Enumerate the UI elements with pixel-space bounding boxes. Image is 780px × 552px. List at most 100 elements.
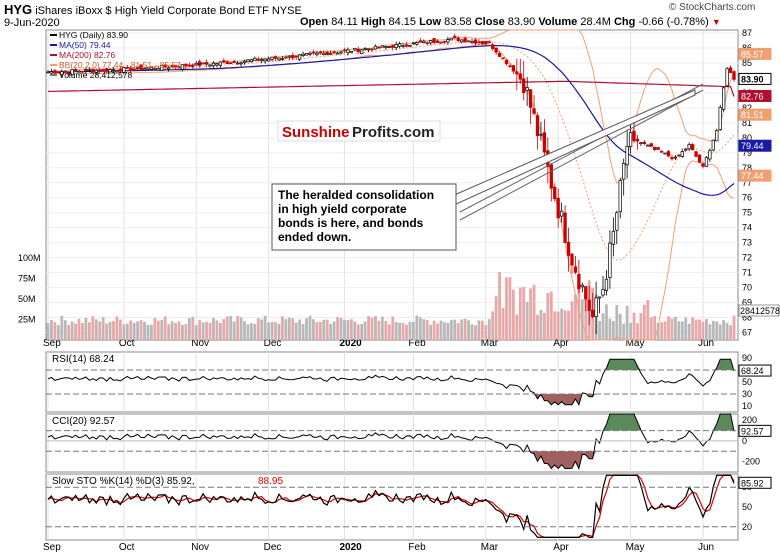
candle-body — [566, 241, 571, 256]
y-tick-label: 73 — [742, 238, 752, 248]
volume-bar — [249, 323, 253, 340]
y-tick-label: 87 — [742, 28, 752, 38]
price-tag-label: 79.44 — [741, 141, 764, 151]
channel-line-lower — [459, 89, 704, 221]
candle-body — [425, 42, 429, 45]
volume-bar — [67, 324, 71, 340]
volume-bar — [698, 319, 701, 340]
candle-body — [446, 39, 450, 43]
volume-bar — [543, 312, 546, 340]
volume-bar — [291, 318, 295, 340]
candle-body — [525, 87, 529, 92]
candle-body — [615, 212, 619, 231]
candle-body — [601, 289, 605, 296]
volume-bar — [336, 317, 339, 340]
volume-tick-label: 50M — [18, 294, 36, 304]
candle-body — [732, 71, 736, 80]
rsi-value-tag: 68.24 — [741, 366, 764, 376]
x-tick-label: Sep — [43, 542, 61, 552]
candle-body — [442, 40, 447, 43]
volume-bar — [491, 311, 495, 340]
candle-body — [46, 71, 50, 74]
candle-body — [418, 40, 422, 43]
volume-bar — [270, 321, 274, 340]
cci-overbought-fill — [48, 414, 734, 431]
volume-bar — [515, 314, 519, 340]
candle-body — [256, 59, 260, 61]
volume-bar — [201, 322, 205, 340]
volume-bar — [539, 309, 543, 340]
candle-body — [153, 67, 157, 70]
candle-body — [532, 108, 536, 114]
volume-bar — [574, 294, 577, 340]
y-tick-label: 70 — [742, 283, 752, 293]
legend-price: HYG (Daily) 83.90 — [59, 30, 128, 40]
volume-bar — [525, 301, 529, 340]
volume-bar — [480, 320, 484, 340]
volume-bar — [642, 304, 646, 340]
volume-bar — [391, 316, 395, 340]
candle-body — [198, 61, 202, 66]
sto-label: Slow STO %K(14) %D(3) 85.92, — [52, 476, 195, 487]
candle-body — [725, 68, 729, 87]
volume-bar — [177, 321, 181, 340]
candle-body — [118, 68, 123, 72]
candle-body — [94, 69, 98, 74]
price-tag-box — [738, 139, 772, 152]
candle-body — [177, 66, 181, 69]
candle-body — [384, 46, 388, 48]
sto-d-value: 88.95 — [258, 476, 283, 487]
candle-body — [580, 284, 584, 288]
candle-body — [242, 60, 247, 63]
candle-body — [501, 57, 505, 60]
volume-bar — [618, 313, 622, 340]
volume-bar — [208, 322, 212, 340]
volume-bar — [405, 324, 408, 340]
volume-bar — [380, 316, 384, 340]
candle-body — [391, 45, 395, 48]
volume-bar — [239, 317, 243, 340]
volume-bar — [112, 321, 115, 340]
x-tick-label: May — [626, 542, 645, 552]
volume-bar — [377, 320, 381, 340]
volume-tick-label: 75M — [18, 274, 36, 284]
price-tag-label: 83.90 — [741, 74, 764, 84]
volume-bar — [50, 320, 53, 340]
annotation-box — [271, 183, 457, 251]
candle-body — [211, 62, 216, 67]
price-tag-label: 85.57 — [741, 49, 764, 59]
candle-body — [332, 51, 336, 54]
rsi-line — [47, 358, 735, 407]
candle-body — [687, 144, 691, 150]
candle-body — [690, 144, 695, 151]
x-tick-label: Feb — [408, 338, 426, 349]
volume-bar — [205, 321, 208, 340]
rsi-panel-frame — [45, 351, 739, 413]
watermark-brand-1: Sunshine — [282, 124, 350, 141]
volume-bar — [401, 322, 405, 340]
sto-panel-frame — [45, 473, 739, 541]
volume-bar — [663, 321, 667, 340]
volume-bar — [505, 277, 508, 340]
volume-bar — [246, 324, 250, 340]
x-tick-label: 2020 — [339, 338, 362, 349]
volume-bar — [532, 284, 536, 340]
volume-bar — [708, 324, 712, 340]
candle-body — [335, 52, 340, 55]
candle-body — [108, 69, 112, 73]
volume-bar — [553, 311, 557, 340]
x-tick-label: Mar — [481, 338, 499, 349]
volume-bar — [649, 317, 653, 340]
candle-body — [460, 39, 464, 43]
candle-body — [70, 69, 74, 76]
candle-body — [577, 273, 581, 290]
candle-body — [101, 69, 105, 71]
candle-body — [308, 52, 312, 55]
volume-bar — [308, 315, 312, 340]
candle-body — [573, 266, 578, 273]
volume-tick-label: 100M — [18, 253, 41, 263]
volume-bar — [129, 320, 133, 340]
volume-bar — [170, 321, 174, 340]
candle-body — [646, 144, 650, 147]
candle-body — [91, 68, 95, 73]
